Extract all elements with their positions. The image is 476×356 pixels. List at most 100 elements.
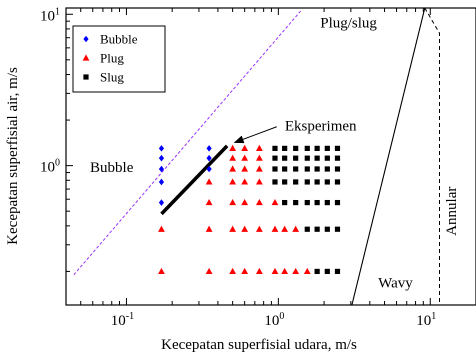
legend-marker-plug	[82, 54, 90, 61]
plug-point	[241, 154, 249, 161]
slug-point	[304, 155, 310, 161]
plug-point	[255, 225, 263, 232]
slug-point	[314, 145, 320, 151]
slug-point	[293, 199, 299, 206]
slug-point	[272, 145, 278, 151]
region-bubble: Bubble	[90, 160, 134, 176]
plug-point	[205, 198, 213, 206]
slug-point	[272, 166, 278, 172]
legend-marker-slug	[83, 74, 89, 80]
plug-point	[281, 267, 289, 275]
plug-point	[229, 165, 237, 172]
plug-point	[255, 178, 263, 185]
slug-point	[272, 179, 278, 185]
legend-marker-bubble	[83, 35, 89, 43]
plug-point	[205, 267, 213, 275]
plug-point	[205, 225, 213, 232]
x-tick-label: 100	[264, 311, 284, 329]
plug-point	[229, 198, 237, 206]
slug-point	[304, 199, 310, 206]
region-annular: Annular	[444, 187, 460, 236]
plug-point	[281, 225, 289, 232]
slug-point	[282, 179, 288, 185]
slug-point	[293, 179, 299, 185]
plug-point	[271, 198, 279, 206]
slug-point	[324, 145, 330, 151]
plug-point	[241, 198, 249, 206]
bubble-point	[158, 199, 165, 206]
series-plug	[158, 144, 311, 275]
plug-point	[303, 267, 311, 275]
plug-point	[229, 144, 237, 151]
slug-point	[282, 145, 288, 151]
slug-point	[314, 166, 320, 172]
plug-point	[271, 225, 279, 232]
plug-point	[229, 154, 237, 161]
slug-point	[324, 199, 330, 206]
bubble-boundary-line	[73, 10, 301, 276]
plug-point	[158, 267, 165, 275]
bubble-point	[158, 178, 165, 186]
slug-point	[334, 166, 341, 172]
series-slug	[272, 145, 341, 275]
plug-point	[292, 267, 300, 275]
slug-point	[324, 226, 330, 232]
y-axis-label: Kecepatan superfisial air, m/s	[5, 67, 21, 245]
slug-point	[334, 268, 341, 275]
slug-point	[334, 199, 341, 206]
legend: Bubble Plug Slug	[72, 25, 166, 93]
plug-point	[241, 267, 249, 275]
plug-point	[271, 267, 279, 275]
x-axis-label: Kecepatan superfisial udara, m/s	[161, 337, 357, 353]
slug-point	[314, 226, 320, 232]
slug-point	[334, 179, 341, 185]
slug-point	[282, 199, 288, 206]
slug-point	[314, 199, 320, 206]
plug-point	[241, 165, 249, 172]
plug-point	[255, 165, 263, 172]
slug-point	[334, 226, 341, 232]
legend-label-plug: Plug	[100, 51, 124, 66]
x-tick-label: 101	[416, 311, 436, 329]
plug-point	[255, 198, 263, 206]
slug-point	[334, 155, 341, 161]
x-tick-label: 10-1	[111, 311, 134, 329]
slug-point	[314, 179, 320, 185]
slug-point	[304, 179, 310, 185]
slug-point	[324, 268, 330, 275]
bubble-point	[206, 165, 212, 173]
slug-point	[314, 268, 320, 275]
slug-point	[334, 145, 341, 151]
plug-wavy-boundary-line	[351, 8, 426, 305]
plug-point	[241, 178, 249, 185]
bubble-point	[158, 165, 165, 173]
plug-point	[229, 267, 237, 275]
slug-point	[304, 166, 310, 172]
slug-point	[293, 155, 299, 161]
slug-point	[304, 226, 310, 232]
slug-point	[293, 166, 299, 172]
slug-point	[314, 155, 320, 161]
slug-point	[293, 145, 299, 151]
slug-point	[272, 155, 278, 161]
slug-point	[282, 155, 288, 161]
plug-point	[229, 178, 237, 185]
bubble-point	[158, 145, 165, 152]
slug-point	[324, 155, 330, 161]
plug-point	[205, 178, 213, 185]
plug-point	[292, 225, 300, 232]
legend-label-slug: Slug	[100, 70, 124, 85]
region-plug-slug: Plug/slug	[320, 15, 377, 31]
bubble-point	[158, 154, 165, 162]
experiment-label: Eksperimen	[285, 119, 357, 135]
slug-point	[324, 179, 330, 185]
plug-point	[158, 225, 165, 232]
bubble-point	[206, 154, 212, 162]
y-tick-label: 100	[40, 158, 60, 176]
plug-point	[241, 225, 249, 232]
plug-point	[229, 225, 237, 232]
annular-boundary-line	[424, 8, 440, 305]
y-tick-label: 101	[40, 6, 60, 24]
plug-point	[241, 144, 249, 151]
